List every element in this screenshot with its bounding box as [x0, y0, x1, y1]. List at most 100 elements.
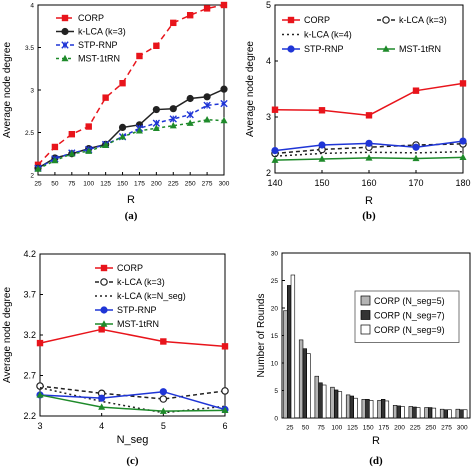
chart-panel-4: 0 5 10 15 20 25 30 R Number of Rounds (d) 25 50 75 10…: [256, 250, 471, 467]
series-mst-1trn: [271, 153, 467, 163]
bar: [361, 398, 366, 419]
data-point: [169, 115, 177, 123]
data-point: [220, 85, 228, 93]
y-tick-label: 10: [271, 360, 279, 367]
y-tick-label: 2: [266, 168, 271, 178]
data-point: [318, 141, 326, 149]
data-point: [85, 147, 93, 154]
x-tick-label: 50: [302, 425, 310, 432]
legend-entry: STP-RNP: [95, 305, 157, 315]
series-line: [274, 150, 464, 157]
legend: CORP (N_seg=5) CORP (N_seg=7) CORP (N_seg=…: [354, 290, 460, 343]
bar: [302, 348, 307, 419]
series-line: [37, 102, 225, 169]
data-point: [459, 137, 467, 145]
legend-label: CORP (N_seg=7): [374, 311, 445, 321]
data-point: [318, 107, 326, 114]
data-point: [203, 93, 211, 101]
legend-entry: k-LCA (k=N_seg): [95, 291, 186, 301]
bar: [283, 310, 288, 419]
x-tick-label: 100: [83, 181, 94, 188]
legend-swatch: [360, 295, 371, 306]
bar: [455, 408, 460, 419]
y-tick-label: 5: [274, 388, 278, 395]
x-axis-label: R: [127, 194, 135, 206]
data-point: [221, 387, 229, 395]
x-tick-label: 75: [318, 425, 326, 432]
legend-label: k-LCA (k=N_seg): [117, 291, 186, 301]
data-point: [221, 406, 229, 414]
y-tick-label: 4.2: [23, 249, 36, 259]
bar: [330, 386, 335, 419]
data-point: [119, 80, 126, 87]
legend-entry: CORP: [282, 15, 330, 25]
data-point: [98, 403, 106, 410]
y-axis-label: Average node degree: [2, 42, 13, 138]
bar: [286, 285, 292, 419]
data-point: [220, 116, 228, 124]
legend-entry: k-LCA (k=4): [282, 30, 352, 40]
legend: CORP k-LCA (k=3) k-LCA (k=4) STP-RNP MST-1tR…: [282, 15, 447, 54]
legend-entry: CORP: [95, 263, 143, 273]
y-tick-label: 20: [271, 305, 279, 312]
legend-label: CORP (N_seg=9): [374, 325, 445, 335]
x-tick-label: 175: [134, 181, 145, 188]
data-point: [459, 153, 467, 161]
bar: [447, 409, 452, 419]
chart-panel-3: 2.2 2.7 3.2 3.7 4.2 3 4 5 6 N_seg Average node deg…: [2, 249, 229, 467]
data-point: [36, 391, 44, 398]
legend-swatch: [360, 310, 371, 320]
series-corp: [36, 326, 229, 350]
series-line: [39, 385, 226, 400]
x-tick-label: 200: [151, 181, 162, 188]
legend-entry: MST-1tRN: [377, 44, 441, 54]
x-tick-label: 5: [161, 421, 166, 431]
series-line: [39, 328, 226, 348]
x-tick-label: 150: [117, 181, 128, 188]
legend-marker: [382, 16, 390, 24]
series-line: [274, 82, 464, 117]
bar: [427, 407, 433, 419]
bar: [377, 400, 382, 419]
legend-label: CORP: [78, 13, 104, 23]
legend-entry: STP-RNP: [56, 40, 118, 50]
chart-panel-2: 2 3 4 5 140 150 160 170 180 R Average node degree (…: [245, 0, 471, 222]
legend-label: CORP: [117, 263, 143, 273]
bar: [459, 409, 464, 419]
series-stp-rnp: [271, 137, 467, 155]
legend-entry: MST-1tRN: [95, 319, 159, 329]
legend-label: STP-RNP: [78, 40, 118, 50]
legend-label: STP-RNP: [117, 305, 157, 315]
data-point: [118, 123, 127, 131]
data-point: [271, 156, 279, 163]
series-corp: [271, 80, 467, 119]
bar: [443, 409, 448, 419]
data-point: [98, 394, 106, 402]
y-axis-label: Number of Rounds: [256, 294, 267, 378]
series-line: [39, 386, 226, 414]
data-point: [51, 156, 59, 164]
y-tick-label: 2.2: [23, 411, 36, 421]
data-point: [135, 127, 143, 134]
series-k-lca-k-3-: [34, 85, 228, 172]
bar: [353, 397, 358, 419]
bar: [431, 407, 437, 419]
data-point: [412, 154, 420, 162]
x-tick-label: 250: [425, 425, 436, 432]
legend-marker: [382, 45, 390, 52]
bar: [384, 400, 390, 419]
data-point: [220, 1, 228, 9]
data-point: [203, 116, 211, 123]
x-tick-label: 150: [363, 425, 374, 432]
data-point: [459, 80, 467, 87]
y-tick-label: 2.5: [25, 130, 34, 137]
x-tick-label: 25: [286, 425, 294, 432]
legend-entry: CORP (N_seg=9): [360, 324, 445, 335]
data-point: [186, 94, 194, 103]
x-tick-label: 50: [51, 181, 59, 188]
legend-marker: [61, 27, 69, 36]
data-point: [203, 5, 211, 12]
legend-label: k-LCA (k=3): [78, 27, 126, 37]
data-point: [186, 12, 194, 19]
legend-label: STP-RNP: [304, 44, 344, 54]
